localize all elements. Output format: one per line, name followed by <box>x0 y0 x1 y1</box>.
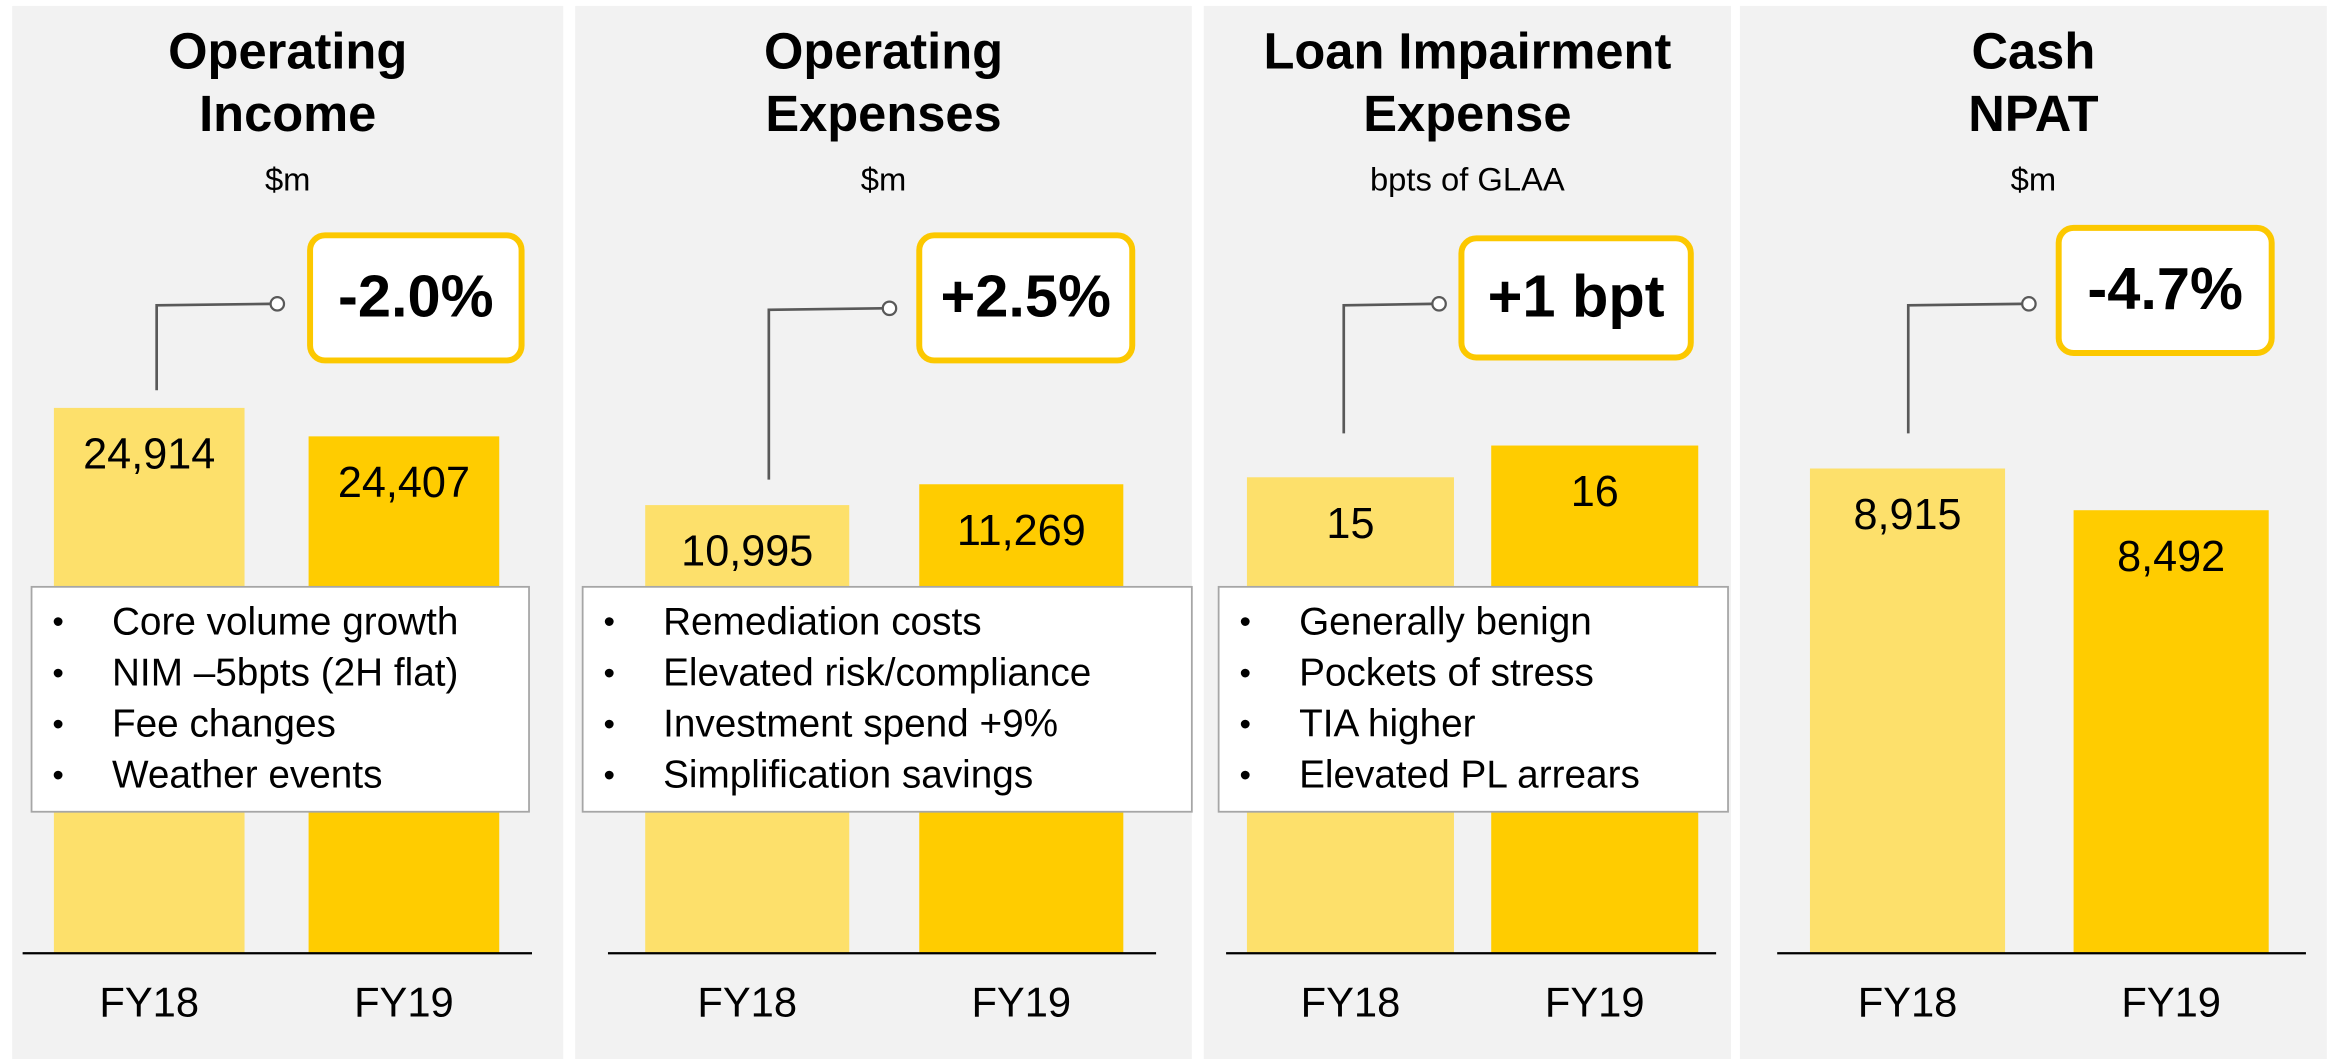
chart-subtitle: $m <box>861 160 907 197</box>
bullet: • <box>52 756 63 793</box>
bullet: • <box>1239 654 1250 691</box>
value-label: 10,995 <box>681 528 813 576</box>
note-item: Weather events <box>112 754 382 797</box>
connector <box>155 302 270 391</box>
note-item: Fee changes <box>112 702 336 745</box>
note-item: NIM –5bpts (2H flat) <box>112 651 458 694</box>
category-label: FY19 <box>354 978 454 1025</box>
chart-subtitle: bpts of GLAA <box>1370 160 1565 197</box>
notes-box <box>30 585 530 813</box>
connector <box>1906 302 2022 434</box>
chart-subtitle: $m <box>265 160 310 197</box>
connector-end <box>269 296 286 312</box>
bullet: • <box>52 603 63 640</box>
bar <box>1809 468 2006 954</box>
category-label: FY18 <box>99 978 199 1025</box>
connector-end <box>2021 296 2037 312</box>
connector-end <box>881 300 898 317</box>
change-box <box>1458 235 1694 361</box>
connector <box>767 306 883 480</box>
value-label: 16 <box>1571 468 1619 516</box>
change-box <box>916 232 1136 364</box>
bullet: • <box>1239 705 1250 742</box>
change-box <box>2055 224 2275 356</box>
bullet: • <box>603 654 614 691</box>
category-label: FY18 <box>1301 978 1401 1025</box>
bullet: • <box>603 603 614 640</box>
note-item: Generally benign <box>1299 600 1592 643</box>
category-label: FY18 <box>1858 978 1958 1025</box>
value-label: 15 <box>1326 500 1374 548</box>
value-label: 8,492 <box>2117 533 2225 581</box>
category-label: FY19 <box>971 978 1071 1025</box>
category-label: FY18 <box>697 978 797 1025</box>
change-label: +2.5% <box>940 263 1111 330</box>
notes-box <box>581 585 1193 813</box>
note-item: Simplification savings <box>663 754 1033 797</box>
chart-title: Loan Impairment <box>1263 22 1671 79</box>
connector-end <box>1431 296 1447 312</box>
value-label: 24,407 <box>338 459 470 507</box>
bullet: • <box>1239 756 1250 793</box>
chart-subtitle: $m <box>2011 160 2057 197</box>
note-item: Elevated PL arrears <box>1299 754 1640 797</box>
category-label: FY19 <box>1545 978 1645 1025</box>
chart-title: Income <box>199 85 376 142</box>
note-item: Pockets of stress <box>1299 651 1594 694</box>
note-item: Core volume growth <box>112 600 458 643</box>
chart-title: Expenses <box>765 85 1001 142</box>
notes-box <box>1217 585 1729 813</box>
change-label: +1 bpt <box>1488 263 1665 330</box>
change-box <box>307 232 525 364</box>
category-label: FY19 <box>2121 978 2221 1025</box>
note-item: TIA higher <box>1299 702 1476 745</box>
bullet: • <box>603 705 614 742</box>
chart-title: Operating <box>168 22 407 79</box>
chart-title: Operating <box>764 22 1003 79</box>
bullet: • <box>603 756 614 793</box>
chart-title: NPAT <box>1968 85 2098 142</box>
change-label: -2.0% <box>338 263 494 330</box>
note-item: Remediation costs <box>663 600 982 643</box>
note-item: Investment spend +9% <box>663 702 1058 745</box>
value-label: 11,269 <box>957 507 1086 555</box>
bullet: • <box>52 654 63 691</box>
connector <box>1342 302 1432 434</box>
chart-title: Cash <box>1971 22 2095 79</box>
change-label: -4.7% <box>2087 255 2243 322</box>
note-item: Elevated risk/compliance <box>663 651 1091 694</box>
bar <box>2073 510 2269 954</box>
bullet: • <box>1239 603 1250 640</box>
value-label: 24,914 <box>83 430 215 478</box>
chart-title: Expense <box>1363 85 1571 142</box>
bullet: • <box>52 705 63 742</box>
value-label: 8,915 <box>1853 491 1961 539</box>
